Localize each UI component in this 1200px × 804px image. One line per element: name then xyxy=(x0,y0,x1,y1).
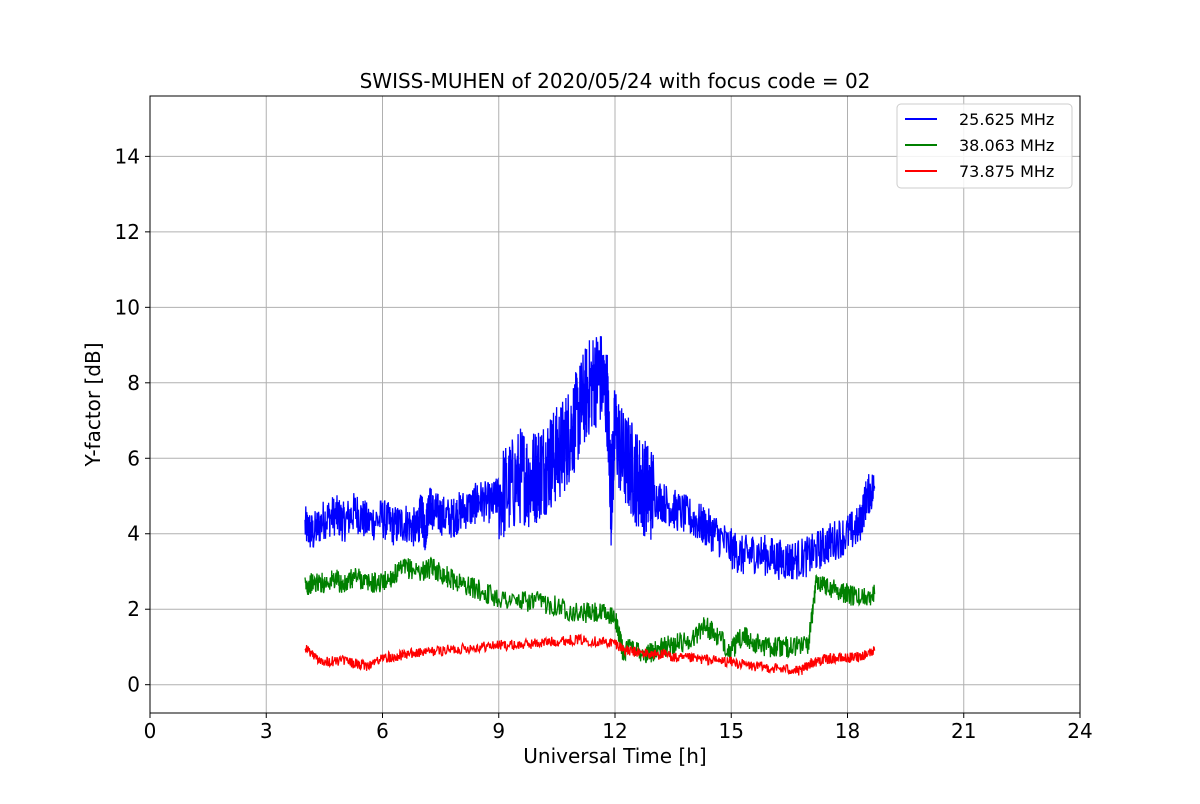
legend-label-1: 38.063 MHz xyxy=(959,136,1054,155)
x-tick-label: 3 xyxy=(260,719,273,743)
legend-label-2: 73.875 MHz xyxy=(959,162,1054,181)
x-axis-label: Universal Time [h] xyxy=(523,744,706,768)
y-tick-label: 14 xyxy=(115,144,140,168)
series-line-0 xyxy=(304,336,876,580)
x-tick-label: 0 xyxy=(144,719,157,743)
y-tick-label: 10 xyxy=(115,295,140,319)
y-tick-label: 0 xyxy=(127,673,140,697)
y-tick-label: 6 xyxy=(127,446,140,470)
x-tick-label: 24 xyxy=(1067,719,1092,743)
chart-title: SWISS-MUHEN of 2020/05/24 with focus cod… xyxy=(360,69,871,93)
x-tick-label: 6 xyxy=(376,719,389,743)
y-tick-label: 4 xyxy=(127,522,140,546)
x-tick-label: 15 xyxy=(719,719,744,743)
legend-box xyxy=(896,103,1073,189)
series-line-2 xyxy=(304,633,876,676)
x-tick-label: 21 xyxy=(951,719,976,743)
legend: 25.625 MHz 38.063 MHz 73.875 MHz xyxy=(896,103,1073,189)
x-tick-label: 12 xyxy=(602,719,627,743)
y-axis-label: Y-factor [dB] xyxy=(81,342,105,467)
y-tick-label: 12 xyxy=(115,220,140,244)
x-tick-label: 9 xyxy=(492,719,505,743)
y-tick-label: 2 xyxy=(127,597,140,621)
y-tick-label: 8 xyxy=(127,371,140,395)
x-tick-label: 18 xyxy=(835,719,860,743)
legend-label-0: 25.625 MHz xyxy=(959,110,1054,129)
series-line-1 xyxy=(304,556,876,664)
series-lines xyxy=(304,336,876,676)
